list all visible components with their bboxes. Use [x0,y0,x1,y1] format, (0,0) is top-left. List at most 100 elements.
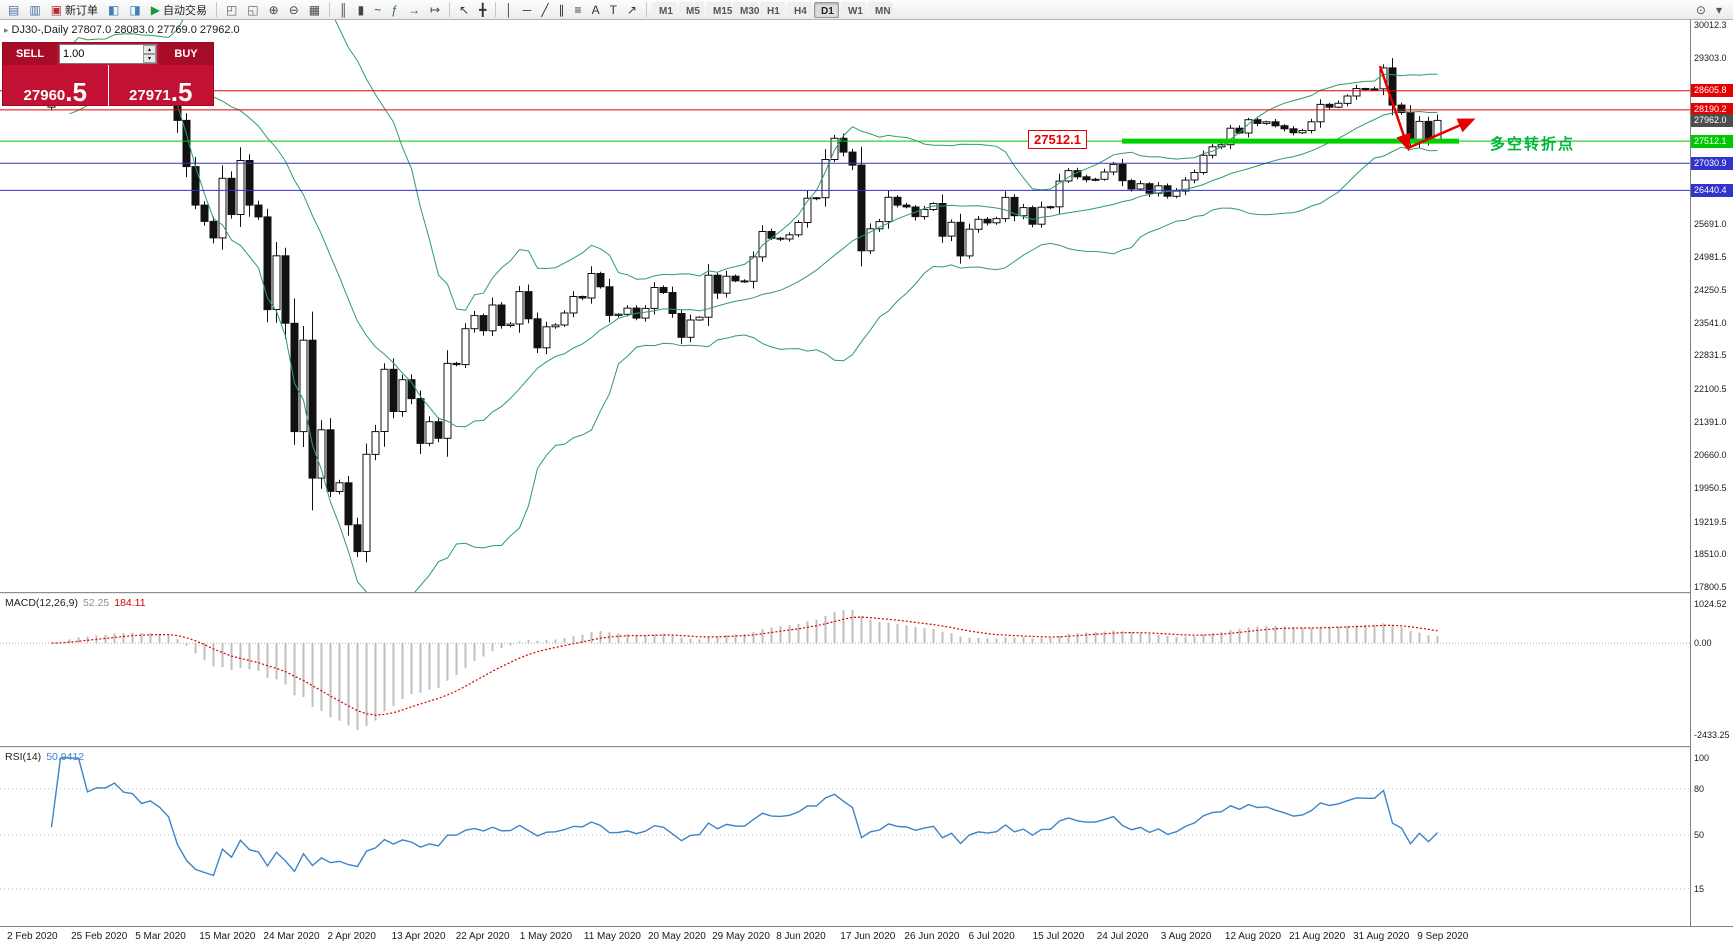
volume-decrease-button[interactable]: ▾ [143,54,156,63]
volume-input[interactable] [60,45,143,63]
buy-price[interactable]: 27971.5 [109,65,214,107]
timeframe-mn-button[interactable]: MN [867,1,893,18]
text-label-icon[interactable]: A [588,1,604,18]
candle-body [740,280,749,283]
cascade-windows-icon-glyph: ◰ [225,2,238,17]
search-icon[interactable]: ⊙ [1692,1,1710,18]
arrows-icon[interactable]: ↗ [623,1,641,18]
candle-body [1334,102,1343,108]
chart-profiles-icon[interactable]: ▥ [25,1,44,18]
sell-button[interactable]: SELL [3,43,57,65]
volume-control: ▴ ▾ [59,44,157,64]
price-axis[interactable]: 30012.3 29303.0 25691.0 24981.5 24250.5 23541… [1690,20,1733,926]
rsi-chart[interactable] [0,748,1690,926]
new-chart-icon[interactable]: ▤ [4,1,23,18]
candle-body [1253,119,1262,124]
candlestick-chart-icon[interactable]: ▮ [354,1,369,18]
timeframe-m1-button[interactable]: M1 [651,1,677,18]
price-line-box: 28605.8 [1691,84,1733,98]
candle-body [668,292,677,314]
date-tick-label: 22 Apr 2020 [455,931,510,942]
timeframe-h4-button[interactable]: H4 [786,1,812,18]
volume-increase-button[interactable]: ▴ [143,45,156,54]
candle-body [677,313,686,338]
chart-ohlc-text: DJ30-,Daily 27807.0 28083.0 27769.0 2796… [11,24,240,36]
panel-separator[interactable] [0,746,1733,748]
candle-body [326,429,335,492]
candle-body [272,255,281,311]
panel-separator[interactable] [0,592,1733,594]
one-click-collapse-icon[interactable]: ▸ [4,25,9,35]
date-tick-label: 9 Sep 2020 [1417,931,1469,942]
new-order-glyph: ▣ [50,2,63,17]
cascade-windows-icon[interactable]: ◰ [222,1,241,18]
candle-body [830,137,839,161]
vertical-line-icon[interactable]: │ [501,1,517,18]
grid-icon[interactable]: ▦ [305,1,324,18]
zoom-in-icon[interactable]: ⊕ [265,1,283,18]
candle-body [254,204,263,218]
bar-chart-icon[interactable]: ║ [335,1,352,18]
candle-body [1109,163,1118,173]
sell-price[interactable]: 27960.5 [3,65,109,107]
trendline-icon[interactable]: ╱ [537,1,552,18]
candle-body [1280,125,1289,130]
main-price-chart[interactable] [0,20,1690,592]
zoom-in-icon-glyph: ⊕ [268,2,279,17]
date-tick-label: 24 Jul 2020 [1096,931,1149,942]
zoom-out-icon-glyph: ⊖ [288,2,299,17]
tile-windows-icon-glyph: ◱ [247,2,259,17]
chart-shift-icon-glyph: ↦ [429,2,440,17]
price-line-box: 27512.1 [1691,134,1733,148]
buy-button[interactable]: BUY [159,43,213,65]
horizontal-line-icon[interactable]: ─ [519,1,536,18]
candle-body [803,197,812,223]
date-tick-label: 11 May 2020 [583,931,641,942]
timeframe-m5-button[interactable]: M5 [678,1,704,18]
market-watch-icon-glyph: ◧ [108,2,120,17]
date-axis[interactable]: 2 Feb 2020 25 Feb 2020 5 Mar 2020 15 Mar 20… [0,926,1733,947]
price-tick: 20660.0 [1694,450,1727,461]
timeframe-d1-button[interactable]: D1 [813,1,839,18]
price-tick: 25691.0 [1694,218,1727,229]
candle-body [1289,128,1298,134]
autotrading-button-label: 自动交易 [162,4,207,17]
quick-nav-icon[interactable]: ▾ [1712,1,1726,18]
new-order-button[interactable]: ▣ 新订单 [47,1,102,18]
candle-body [1046,206,1055,209]
candle-body [488,304,497,332]
turning-point-label[interactable]: 多空转折点 [1490,136,1576,153]
macd-chart[interactable] [0,594,1690,746]
equidistant-channel-icon[interactable]: ∥ [555,1,569,18]
chart-shift-icon[interactable]: ↦ [426,1,444,18]
candlestick-chart-icon-glyph: ▮ [357,2,365,17]
line-chart-icon[interactable]: ~ [370,1,385,18]
candle-body [227,177,236,216]
price-tick: 23541.0 [1694,317,1727,328]
candle-body [434,421,443,439]
candle-body [416,398,425,444]
cursor-icon[interactable]: ↖ [455,1,473,18]
timeframe-h1-button[interactable]: H1 [759,1,785,18]
autotrading-button[interactable]: ▶ 自动交易 [147,1,211,18]
timeframe-w1-button[interactable]: W1 [840,1,866,18]
zoom-out-icon[interactable]: ⊖ [285,1,303,18]
date-tick-label: 24 Mar 2020 [263,931,320,942]
timeframe-m30-button[interactable]: M30 [732,1,759,18]
price-annotation-label[interactable]: 27512.1 [1028,130,1087,149]
navigator-icon[interactable]: ◨ [125,1,144,18]
text-icon[interactable]: T [606,1,621,18]
candle-body [1307,121,1316,132]
candle-body [947,221,956,237]
tile-windows-icon[interactable]: ◱ [243,1,262,18]
crosshair-icon[interactable]: ╋ [475,1,490,18]
market-watch-icon[interactable]: ◧ [104,1,123,18]
date-tick-label: 8 Jun 2020 [776,931,826,942]
fibonacci-icon[interactable]: ≡ [571,1,586,18]
auto-scroll-icon[interactable]: → [404,1,424,18]
indicators-list-icon[interactable]: ƒ [387,1,402,18]
timeframe-m15-button[interactable]: M15 [705,1,732,18]
trendline-icon-glyph: ╱ [541,2,549,17]
candle-body [1001,196,1010,220]
